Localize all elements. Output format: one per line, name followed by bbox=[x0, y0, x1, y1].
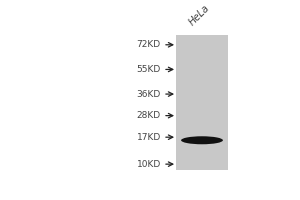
Text: 36KD: 36KD bbox=[136, 90, 161, 99]
Text: 17KD: 17KD bbox=[136, 133, 161, 142]
Text: 28KD: 28KD bbox=[136, 111, 161, 120]
Text: 72KD: 72KD bbox=[136, 40, 161, 49]
Text: HeLa: HeLa bbox=[187, 3, 212, 28]
Text: 55KD: 55KD bbox=[136, 65, 161, 74]
Ellipse shape bbox=[181, 136, 223, 144]
Bar bbox=[176, 35, 228, 170]
Text: 10KD: 10KD bbox=[136, 160, 161, 169]
